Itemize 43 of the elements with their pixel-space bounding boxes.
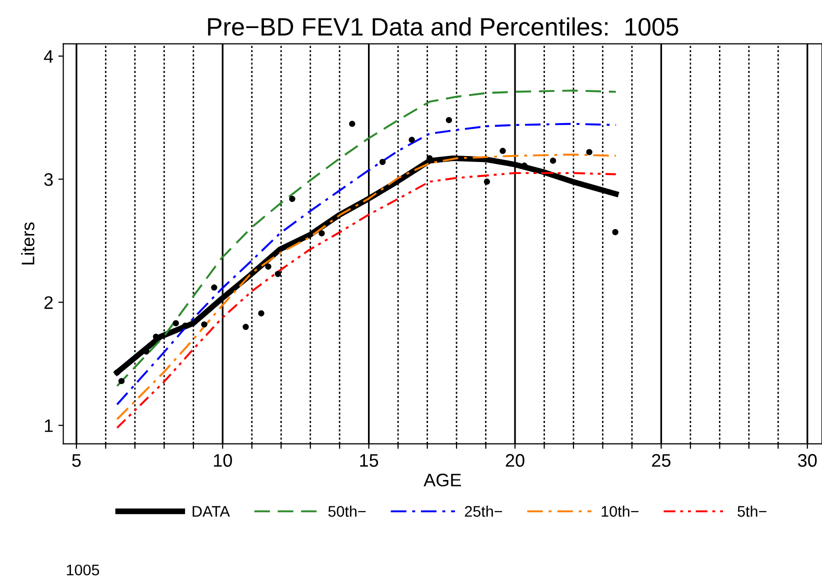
point <box>484 178 490 185</box>
legend-label: 10th− <box>602 506 638 517</box>
point <box>318 230 325 236</box>
x-tick-label: 20 <box>506 454 524 467</box>
line-series <box>116 90 617 387</box>
y-tick-label: 1 <box>44 419 53 432</box>
point <box>265 263 272 270</box>
point <box>408 136 415 143</box>
point <box>211 284 218 291</box>
point <box>182 322 188 329</box>
point <box>172 320 179 326</box>
legend-label: 50th− <box>328 506 366 517</box>
point <box>550 158 556 164</box>
point <box>586 149 592 156</box>
point <box>612 229 618 236</box>
point <box>152 334 160 340</box>
x-tick-label: 5 <box>72 454 81 467</box>
point <box>118 378 125 384</box>
point <box>201 321 208 328</box>
legend-label: 25th− <box>464 506 502 517</box>
legend-label: 5th− <box>738 506 766 517</box>
point <box>274 270 281 278</box>
point <box>242 324 249 330</box>
point <box>500 148 506 154</box>
point <box>446 117 452 124</box>
y-tick-label: 4 <box>44 50 54 63</box>
point <box>289 196 296 202</box>
y-tick-label: 2 <box>44 296 53 309</box>
legend-label: DATA <box>192 506 230 517</box>
point <box>114 369 120 376</box>
x-tick-label: 15 <box>360 454 378 467</box>
point <box>349 120 356 127</box>
x-tick-label: 30 <box>798 454 817 467</box>
y-tick-label: 3 <box>44 173 53 186</box>
x-tick-label: 10 <box>214 454 232 467</box>
line-series <box>116 122 617 406</box>
point <box>258 310 264 316</box>
x-tick-label: 25 <box>652 454 670 467</box>
text: 1005 <box>66 564 100 576</box>
x-axis-title: AGE <box>424 474 461 486</box>
point <box>379 158 386 166</box>
y-axis-title: Liters <box>21 222 34 264</box>
chart-title: Pre−BD FEV1 Data and Percentiles: 1005 <box>208 17 678 36</box>
